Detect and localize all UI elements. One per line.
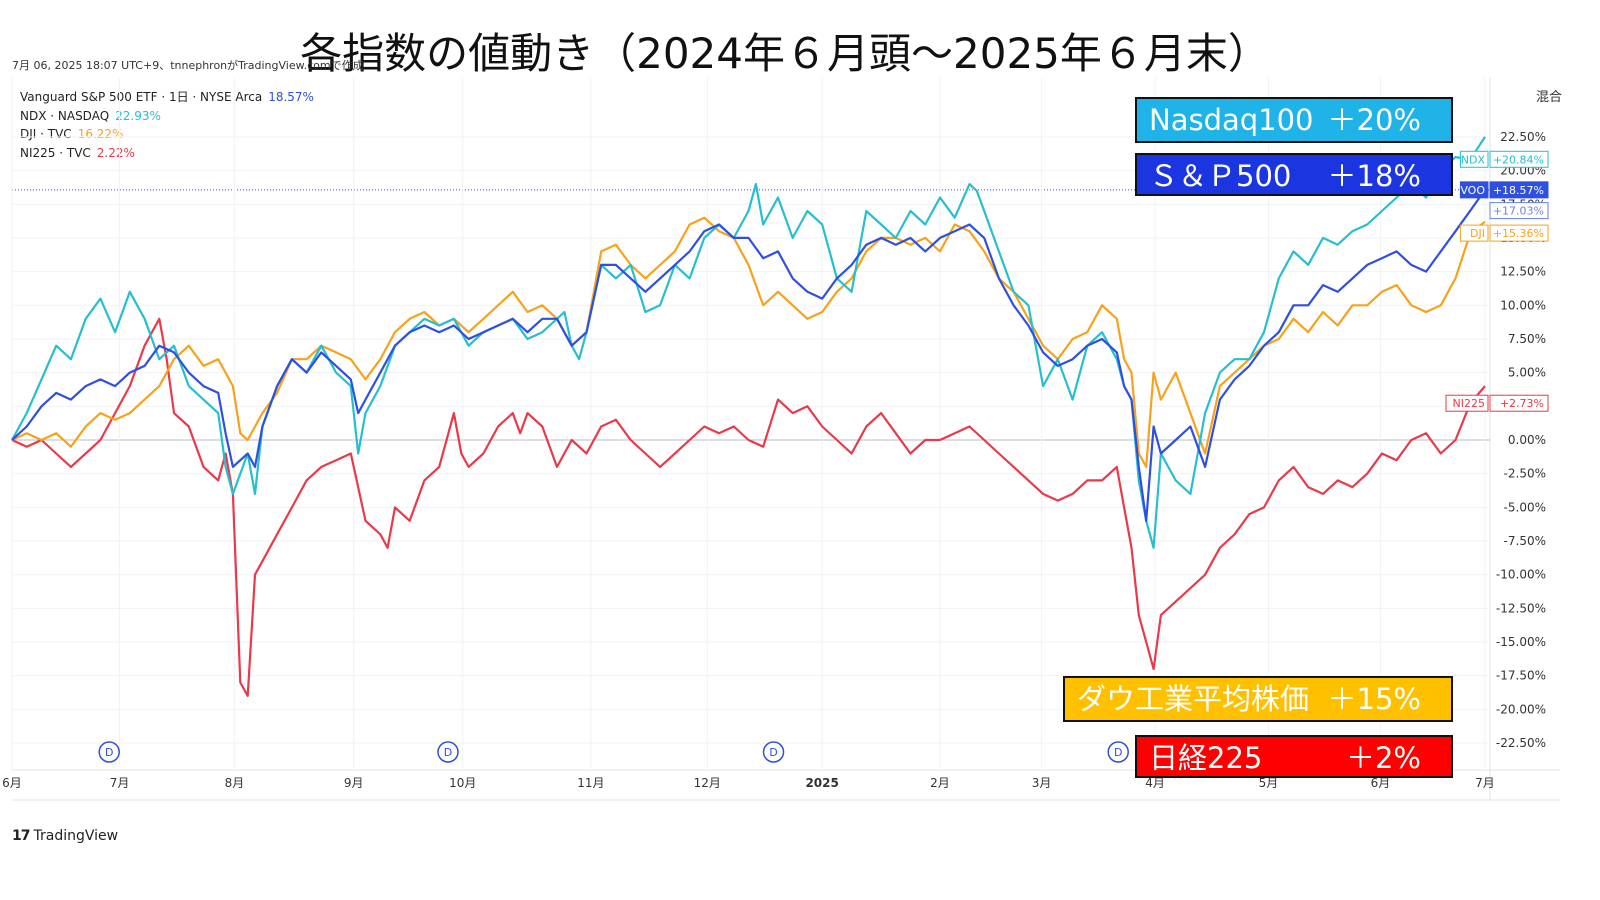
y-tick-label: 10.00% xyxy=(1500,298,1546,312)
legend: Vanguard S&P 500 ETF · 1日 · NYSE Arca 18.… xyxy=(20,88,314,162)
x-tick-label: 7月 xyxy=(1475,776,1495,790)
tradingview-icon: 17 xyxy=(12,828,31,844)
chart-title: 各指数の値動き（2024年６月頭～2025年６月末） xyxy=(300,29,1270,78)
x-tick-label: 2025 xyxy=(805,776,838,790)
series-tag-label: DJI xyxy=(1470,227,1485,240)
y-tick-label: -2.50% xyxy=(1504,467,1546,481)
x-axis: 6月 7月 8月 9月 10月 11月 12月 2025 2月 3月 4月 5月 6月 7月 xyxy=(2,776,1495,790)
dividend-marker-icon[interactable] xyxy=(762,741,785,763)
value-tag-label: +2.73% xyxy=(1500,397,1544,410)
x-tick-label: 12月 xyxy=(694,776,721,790)
value-tag-label: +17.03% xyxy=(1493,205,1544,218)
series-tag-box xyxy=(1459,181,1489,199)
series-line-ni225 xyxy=(11,317,1486,697)
x-tick-label: 6月 xyxy=(2,776,22,790)
x-tick-label: 4月 xyxy=(1145,776,1165,790)
legend-value: 18.57% xyxy=(268,90,314,104)
value-tag-box xyxy=(1489,150,1549,168)
series-tag-box xyxy=(1459,224,1489,242)
y-axis: 22.50%20.00%17.50%15.00%12.50%10.00%7.50… xyxy=(1496,130,1546,750)
x-tick-label: 3月 xyxy=(1032,776,1052,790)
value-tag-label: +20.84% xyxy=(1493,153,1544,166)
value-tag-box xyxy=(1489,181,1549,199)
y-tick-label: -12.50% xyxy=(1496,601,1546,615)
legend-value: 22.93% xyxy=(115,108,161,123)
series-tag-label: VOO xyxy=(1460,184,1485,197)
callout-pct: ＋15% xyxy=(1327,682,1421,716)
callout-pct: ＋2% xyxy=(1345,741,1421,775)
legend-label: NDX · NASDAQ xyxy=(20,108,110,123)
y-tick-label: 0.00% xyxy=(1508,433,1546,447)
legend-label: Vanguard S&P 500 ETF · 1日 · NYSE Arca xyxy=(20,90,263,104)
series-tag-box xyxy=(1445,394,1489,412)
series-line-ndx xyxy=(11,136,1486,549)
callout-sp500: Ｓ＆Ｐ500 ＋18% xyxy=(1135,153,1453,196)
callout-name: Nasdaq100 xyxy=(1149,103,1314,137)
attribution-text: 7月 06, 2025 18:07 UTC+9、tnnephronがTradin… xyxy=(12,59,364,72)
legend-item-voo[interactable]: Vanguard S&P 500 ETF · 1日 · NYSE Arca 18.… xyxy=(20,88,314,107)
y-tick-label: -22.50% xyxy=(1496,736,1546,750)
value-tag-label: +15.36% xyxy=(1493,227,1544,240)
callout-nasdaq100: Nasdaq100 ＋20% xyxy=(1135,97,1453,143)
callout-name: 日経225 xyxy=(1149,741,1263,775)
callout-name: ダウ工業平均株価 xyxy=(1077,682,1310,716)
x-tick-label: 9月 xyxy=(344,776,364,790)
legend-value: 16.22% xyxy=(77,127,124,141)
legend-item-ni225[interactable]: NI225 · TVC 2.22% xyxy=(20,144,314,163)
y-tick-label: -20.00% xyxy=(1496,702,1546,716)
series-line-voo xyxy=(11,189,1486,522)
value-tag-box xyxy=(1489,394,1549,412)
legend-label: NI225 · TVC xyxy=(20,145,91,160)
callout-name: Ｓ＆Ｐ500 xyxy=(1149,159,1292,193)
callout-pct: ＋18% xyxy=(1327,159,1421,193)
dividend-marker-label: D xyxy=(105,746,113,759)
dividend-marker-label: D xyxy=(769,746,777,759)
legend-label: DJI · TVC xyxy=(20,127,72,141)
tradingview-logo[interactable]: 17 TradingView xyxy=(12,828,118,844)
callout-nikkei225: 日経225 ＋2% xyxy=(1135,735,1453,778)
series-line-dji xyxy=(11,216,1486,468)
dividend-marker-label: D xyxy=(1114,746,1122,759)
y-tick-label: -10.00% xyxy=(1496,568,1546,582)
y-tick-label: -15.00% xyxy=(1496,635,1546,649)
dividend-marker-icon[interactable] xyxy=(98,741,120,763)
y-tick-label: 7.50% xyxy=(1508,332,1546,346)
callout-pct: ＋20% xyxy=(1327,103,1421,137)
value-tag-box xyxy=(1489,224,1549,242)
scale-mode-button[interactable]: 混合 xyxy=(1536,90,1563,105)
dividend-marker-icon[interactable] xyxy=(437,741,459,763)
y-tick-label: 5.00% xyxy=(1508,366,1546,380)
value-tag-box xyxy=(1489,202,1549,220)
y-tick-label: -17.50% xyxy=(1496,669,1546,683)
callout-dow: ダウ工業平均株価 ＋15% xyxy=(1063,676,1453,722)
x-tick-label: 7月 xyxy=(110,776,130,790)
series-tag-label: NI225 xyxy=(1453,397,1485,410)
tradingview-label: TradingView xyxy=(33,828,119,844)
legend-value: 2.22% xyxy=(96,145,135,160)
series-lines xyxy=(11,136,1486,697)
x-tick-label: 5月 xyxy=(1259,776,1279,790)
legend-item-dji[interactable]: DJI · TVC 16.22% xyxy=(20,125,314,144)
y-tick-label: 22.50% xyxy=(1500,130,1546,144)
x-tick-label: 10月 xyxy=(449,776,476,790)
y-tick-label: 12.50% xyxy=(1500,265,1546,279)
series-tag-box xyxy=(1459,150,1489,168)
y-tick-label: -5.00% xyxy=(1504,500,1546,514)
x-tick-label: 2月 xyxy=(930,776,950,790)
x-tick-label: 11月 xyxy=(577,776,604,790)
legend-item-ndx[interactable]: NDX · NASDAQ 22.93% xyxy=(20,107,314,126)
x-tick-label: 8月 xyxy=(225,776,245,790)
y-tick-label: -7.50% xyxy=(1504,534,1546,548)
x-tick-label: 6月 xyxy=(1371,776,1391,790)
value-tag-label: +18.57% xyxy=(1493,184,1544,197)
price-tags: +20.84% NDX +15.36% DJI +18.57% VOO +2.73% NI22… xyxy=(1445,150,1549,412)
series-tag-label: NDX xyxy=(1461,153,1486,166)
dividend-marker-label: D xyxy=(444,746,452,759)
dividend-marker-icon[interactable] xyxy=(1107,741,1129,763)
